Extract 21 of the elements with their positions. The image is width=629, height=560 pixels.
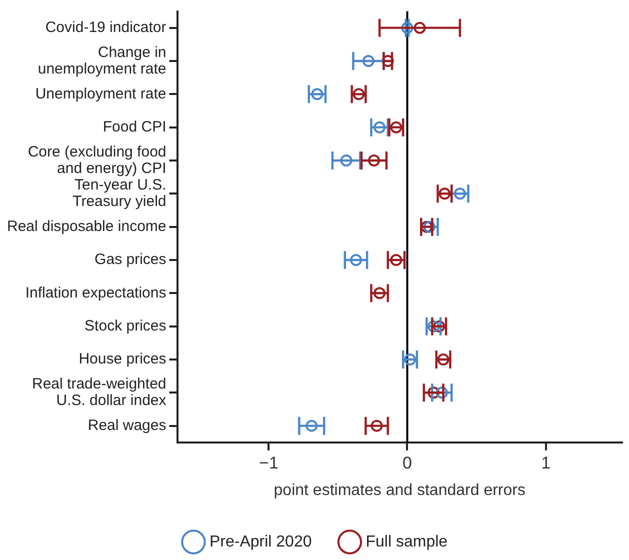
point	[436, 184, 453, 204]
x-tick-label: 1	[541, 453, 551, 472]
y-tick-label: Gas prices	[94, 251, 166, 268]
legend-label: Pre-April 2020	[209, 533, 312, 550]
x-axis-title: point estimates and standard errors	[274, 482, 526, 499]
y-tick-label: Covid-19 indicator	[45, 18, 166, 36]
y-tick-label: Ten-year U.S. Treasury yield	[72, 176, 166, 210]
point	[388, 117, 404, 138]
y-tick-label: Real trade-weighted U.S. dollar index	[32, 376, 167, 410]
y-tick-label: Core (excluding food and energy) CPI	[28, 143, 166, 177]
y-tick-label: Real wages	[88, 416, 166, 434]
y-tick-label: Inflation expectations	[25, 284, 166, 302]
y-tick-label: Food CPI	[102, 118, 166, 136]
y-tick-label: Unemployment rate	[35, 85, 166, 102]
y-tick-label: House prices	[78, 350, 166, 368]
x-tick-label: 0	[402, 453, 412, 472]
y-tick-label: Stock prices	[84, 317, 166, 334]
x-tick-label: −1	[259, 453, 278, 472]
y-tick-label: Real disposable income	[6, 218, 166, 235]
legend-label: Full sample	[366, 533, 448, 550]
y-tick-label: Change in unemployment rate	[38, 44, 166, 78]
